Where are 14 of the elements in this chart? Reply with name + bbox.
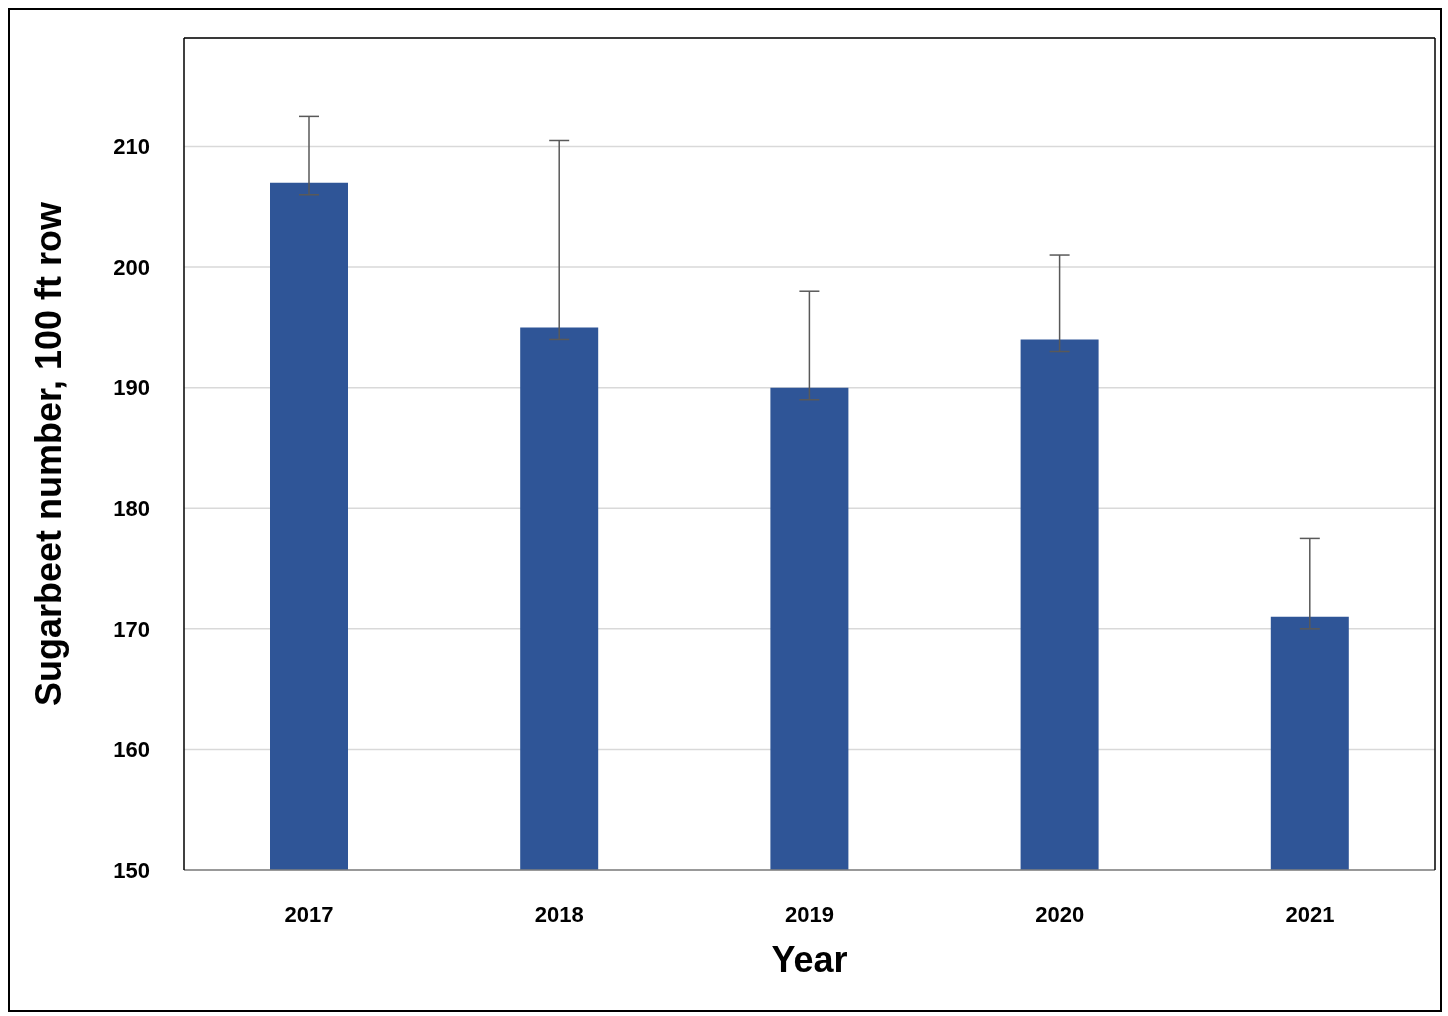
x-tick-label: 2017 [284, 901, 334, 927]
x-tick-label: 2019 [785, 901, 834, 927]
y-tick-label: 200 [113, 254, 150, 280]
y-tick-label: 150 [113, 857, 150, 883]
y-tick-label: 170 [113, 616, 150, 642]
x-tick-label: 2020 [1035, 901, 1085, 927]
y-tick-label: 160 [113, 737, 150, 763]
x-axis-title: Year [771, 939, 848, 980]
x-tick-label: 2021 [1285, 901, 1335, 927]
y-tick-label: 180 [113, 496, 150, 522]
x-tick-label: 2018 [534, 901, 584, 927]
y-tick-label: 210 [113, 134, 150, 160]
y-axis-title: Sugarbeet number, 100 ft row [27, 200, 69, 707]
y-tick-label: 190 [113, 375, 150, 401]
